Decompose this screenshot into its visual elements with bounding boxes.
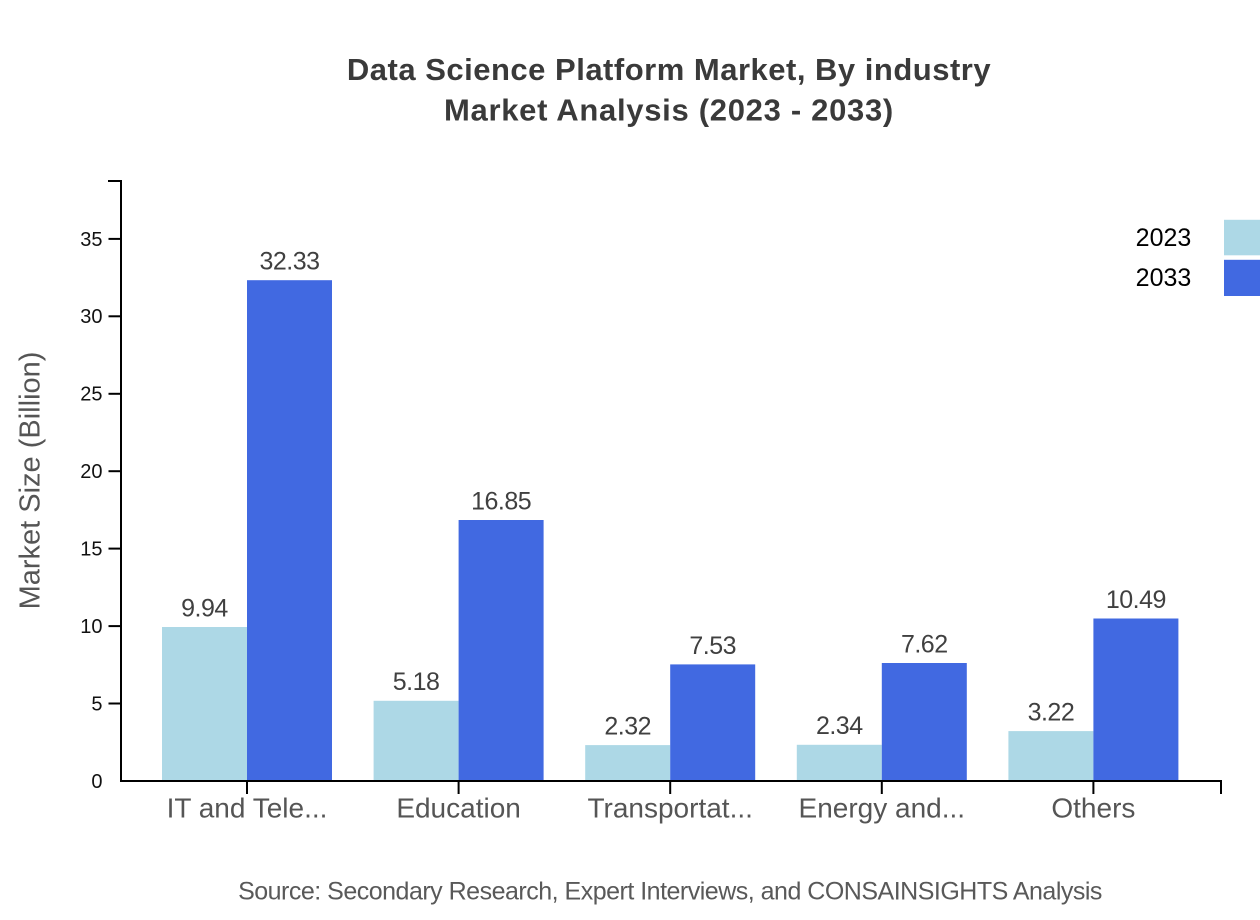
svg-text:Data Science Platform Market,: Data Science Platform Market, By industr…: [347, 52, 991, 87]
svg-text:20: 20: [80, 461, 102, 483]
svg-text:32.33: 32.33: [259, 248, 319, 276]
svg-text:10: 10: [80, 616, 102, 638]
svg-text:Transportat...: Transportat...: [587, 793, 752, 824]
svg-text:35: 35: [80, 229, 102, 251]
svg-text:Education: Education: [396, 793, 521, 824]
svg-text:5.18: 5.18: [393, 668, 440, 696]
svg-text:0: 0: [91, 771, 102, 793]
svg-text:3.22: 3.22: [1028, 699, 1075, 727]
svg-text:9.94: 9.94: [181, 594, 228, 622]
svg-text:25: 25: [80, 384, 102, 406]
svg-text:10.49: 10.49: [1106, 586, 1166, 614]
svg-text:7.53: 7.53: [689, 632, 736, 660]
svg-text:2023: 2023: [1136, 224, 1192, 252]
svg-text:Source: Secondary Research, Ex: Source: Secondary Research, Expert Inter…: [238, 878, 1102, 906]
svg-text:Market Analysis (2023 - 2033): Market Analysis (2023 - 2033): [444, 92, 894, 127]
svg-text:2.34: 2.34: [816, 712, 863, 740]
svg-text:5: 5: [91, 693, 102, 715]
svg-text:2.32: 2.32: [604, 713, 651, 741]
svg-text:Market Size (Billion): Market Size (Billion): [15, 352, 47, 610]
svg-text:Energy and...: Energy and...: [799, 793, 966, 824]
svg-text:30: 30: [80, 306, 102, 328]
svg-text:IT and Tele...: IT and Tele...: [167, 793, 328, 824]
svg-text:Others: Others: [1051, 793, 1135, 824]
svg-text:15: 15: [80, 539, 102, 561]
svg-text:16.85: 16.85: [471, 487, 531, 515]
svg-text:2033: 2033: [1136, 264, 1192, 292]
svg-text:7.62: 7.62: [901, 630, 948, 658]
